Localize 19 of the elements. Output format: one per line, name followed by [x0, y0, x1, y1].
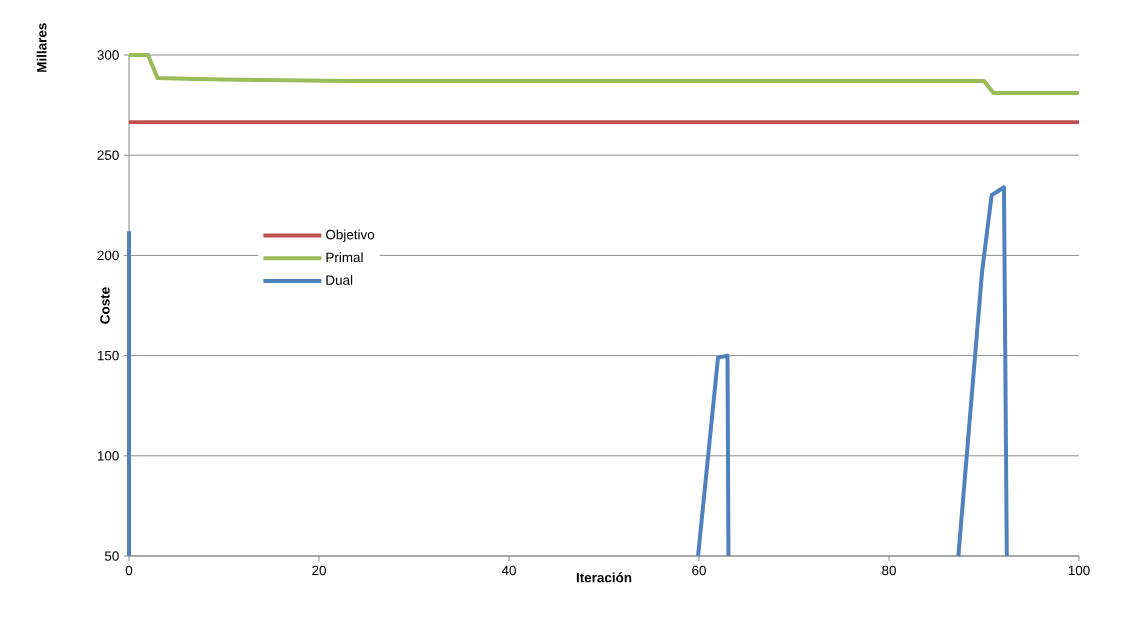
x-tick-label: 20 [312, 565, 326, 576]
y-tick-label: 100 [97, 451, 119, 461]
x-tick-label: 40 [501, 565, 516, 576]
x-axis-title: Iteración [576, 572, 632, 583]
y-tick-label: 150 [97, 350, 119, 361]
y-tick-label: 300 [97, 50, 119, 60]
y-tick-label: 200 [97, 250, 119, 261]
x-tick-label: 60 [692, 565, 706, 576]
x-tick-label: 80 [882, 565, 896, 576]
y-axis-title: Coste [100, 287, 110, 324]
legend-label: Dual [326, 275, 353, 285]
y-tick-label: 50 [104, 551, 119, 561]
x-tick-label: 0 [125, 565, 133, 576]
y-tick-label: 250 [97, 150, 119, 160]
legend-label: Objetivo [326, 229, 375, 243]
line-series [127, 53, 1082, 96]
x-tick-label: 100 [1068, 565, 1090, 576]
text: Millares [36, 23, 47, 72]
legend-label: Primal [326, 252, 363, 263]
